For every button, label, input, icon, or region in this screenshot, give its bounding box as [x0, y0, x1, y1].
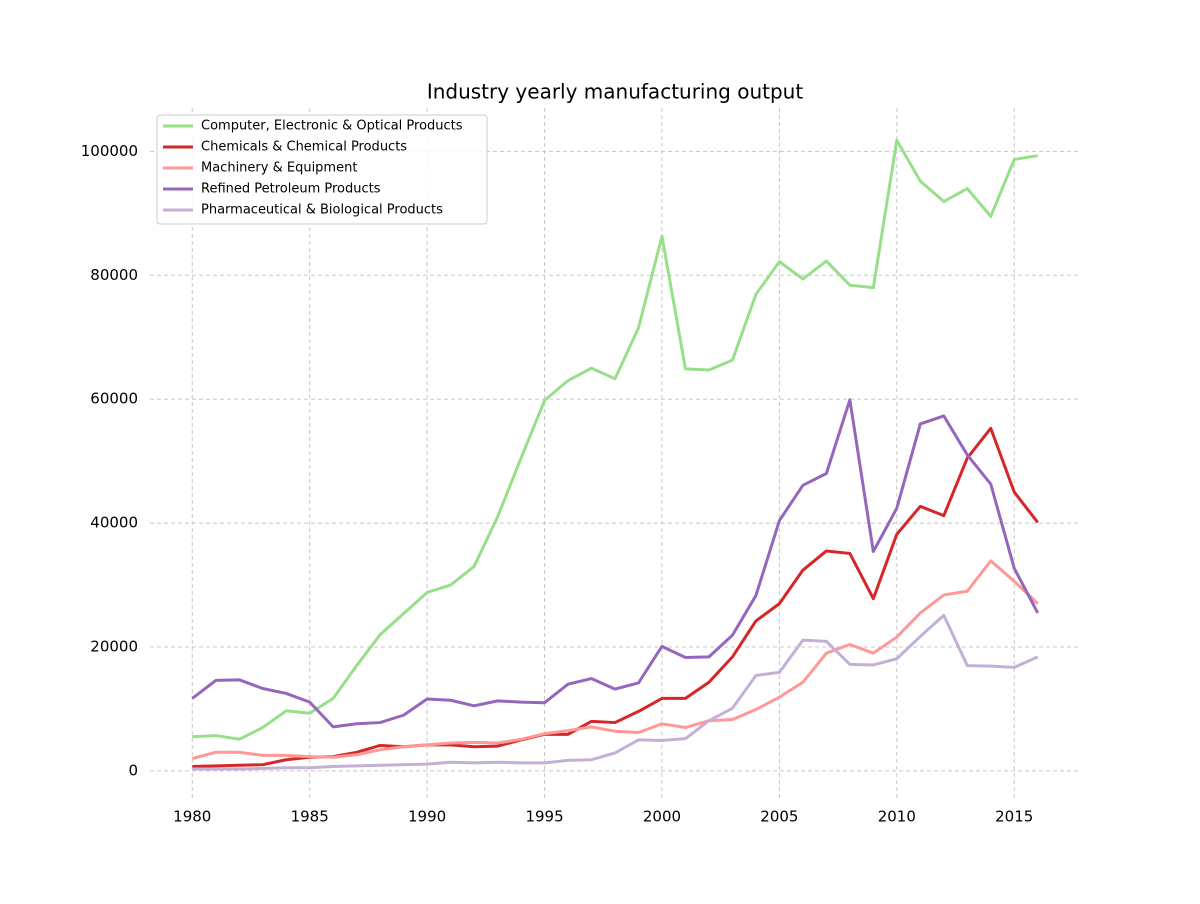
x-tick-label: 1980	[173, 808, 211, 826]
x-tick-label: 2000	[643, 808, 681, 826]
y-tick-label: 20000	[90, 637, 138, 655]
x-tick-label: 1995	[525, 808, 563, 826]
series-line	[192, 426, 1039, 769]
legend-label: Refined Petroleum Products	[201, 182, 381, 197]
x-tick-label: 2010	[878, 808, 916, 826]
y-tick-label: 100000	[81, 142, 138, 160]
y-tick-label: 80000	[90, 266, 138, 284]
x-tick-label: 1985	[291, 808, 329, 826]
y-tick-label: 0	[128, 761, 138, 779]
x-tick-label: 2005	[760, 808, 798, 826]
y-tick-label: 60000	[90, 390, 138, 408]
legend-label: Chemicals & Chemical Products	[201, 140, 407, 155]
series-line	[192, 138, 1038, 741]
series-line	[192, 613, 1039, 771]
series-line	[191, 559, 1039, 760]
x-tick-label: 1990	[408, 808, 446, 826]
x-tick-label: 2015	[995, 808, 1033, 826]
legend-label: Machinery & Equipment	[201, 161, 357, 176]
chart-title: Industry yearly manufacturing output	[427, 80, 804, 104]
legend-label: Pharmaceutical & Biological Products	[201, 203, 443, 218]
y-tick-label: 40000	[90, 514, 138, 532]
legend-label: Computer, Electronic & Optical Products	[201, 119, 463, 134]
series-line	[191, 398, 1040, 729]
legend-box	[156, 114, 488, 225]
